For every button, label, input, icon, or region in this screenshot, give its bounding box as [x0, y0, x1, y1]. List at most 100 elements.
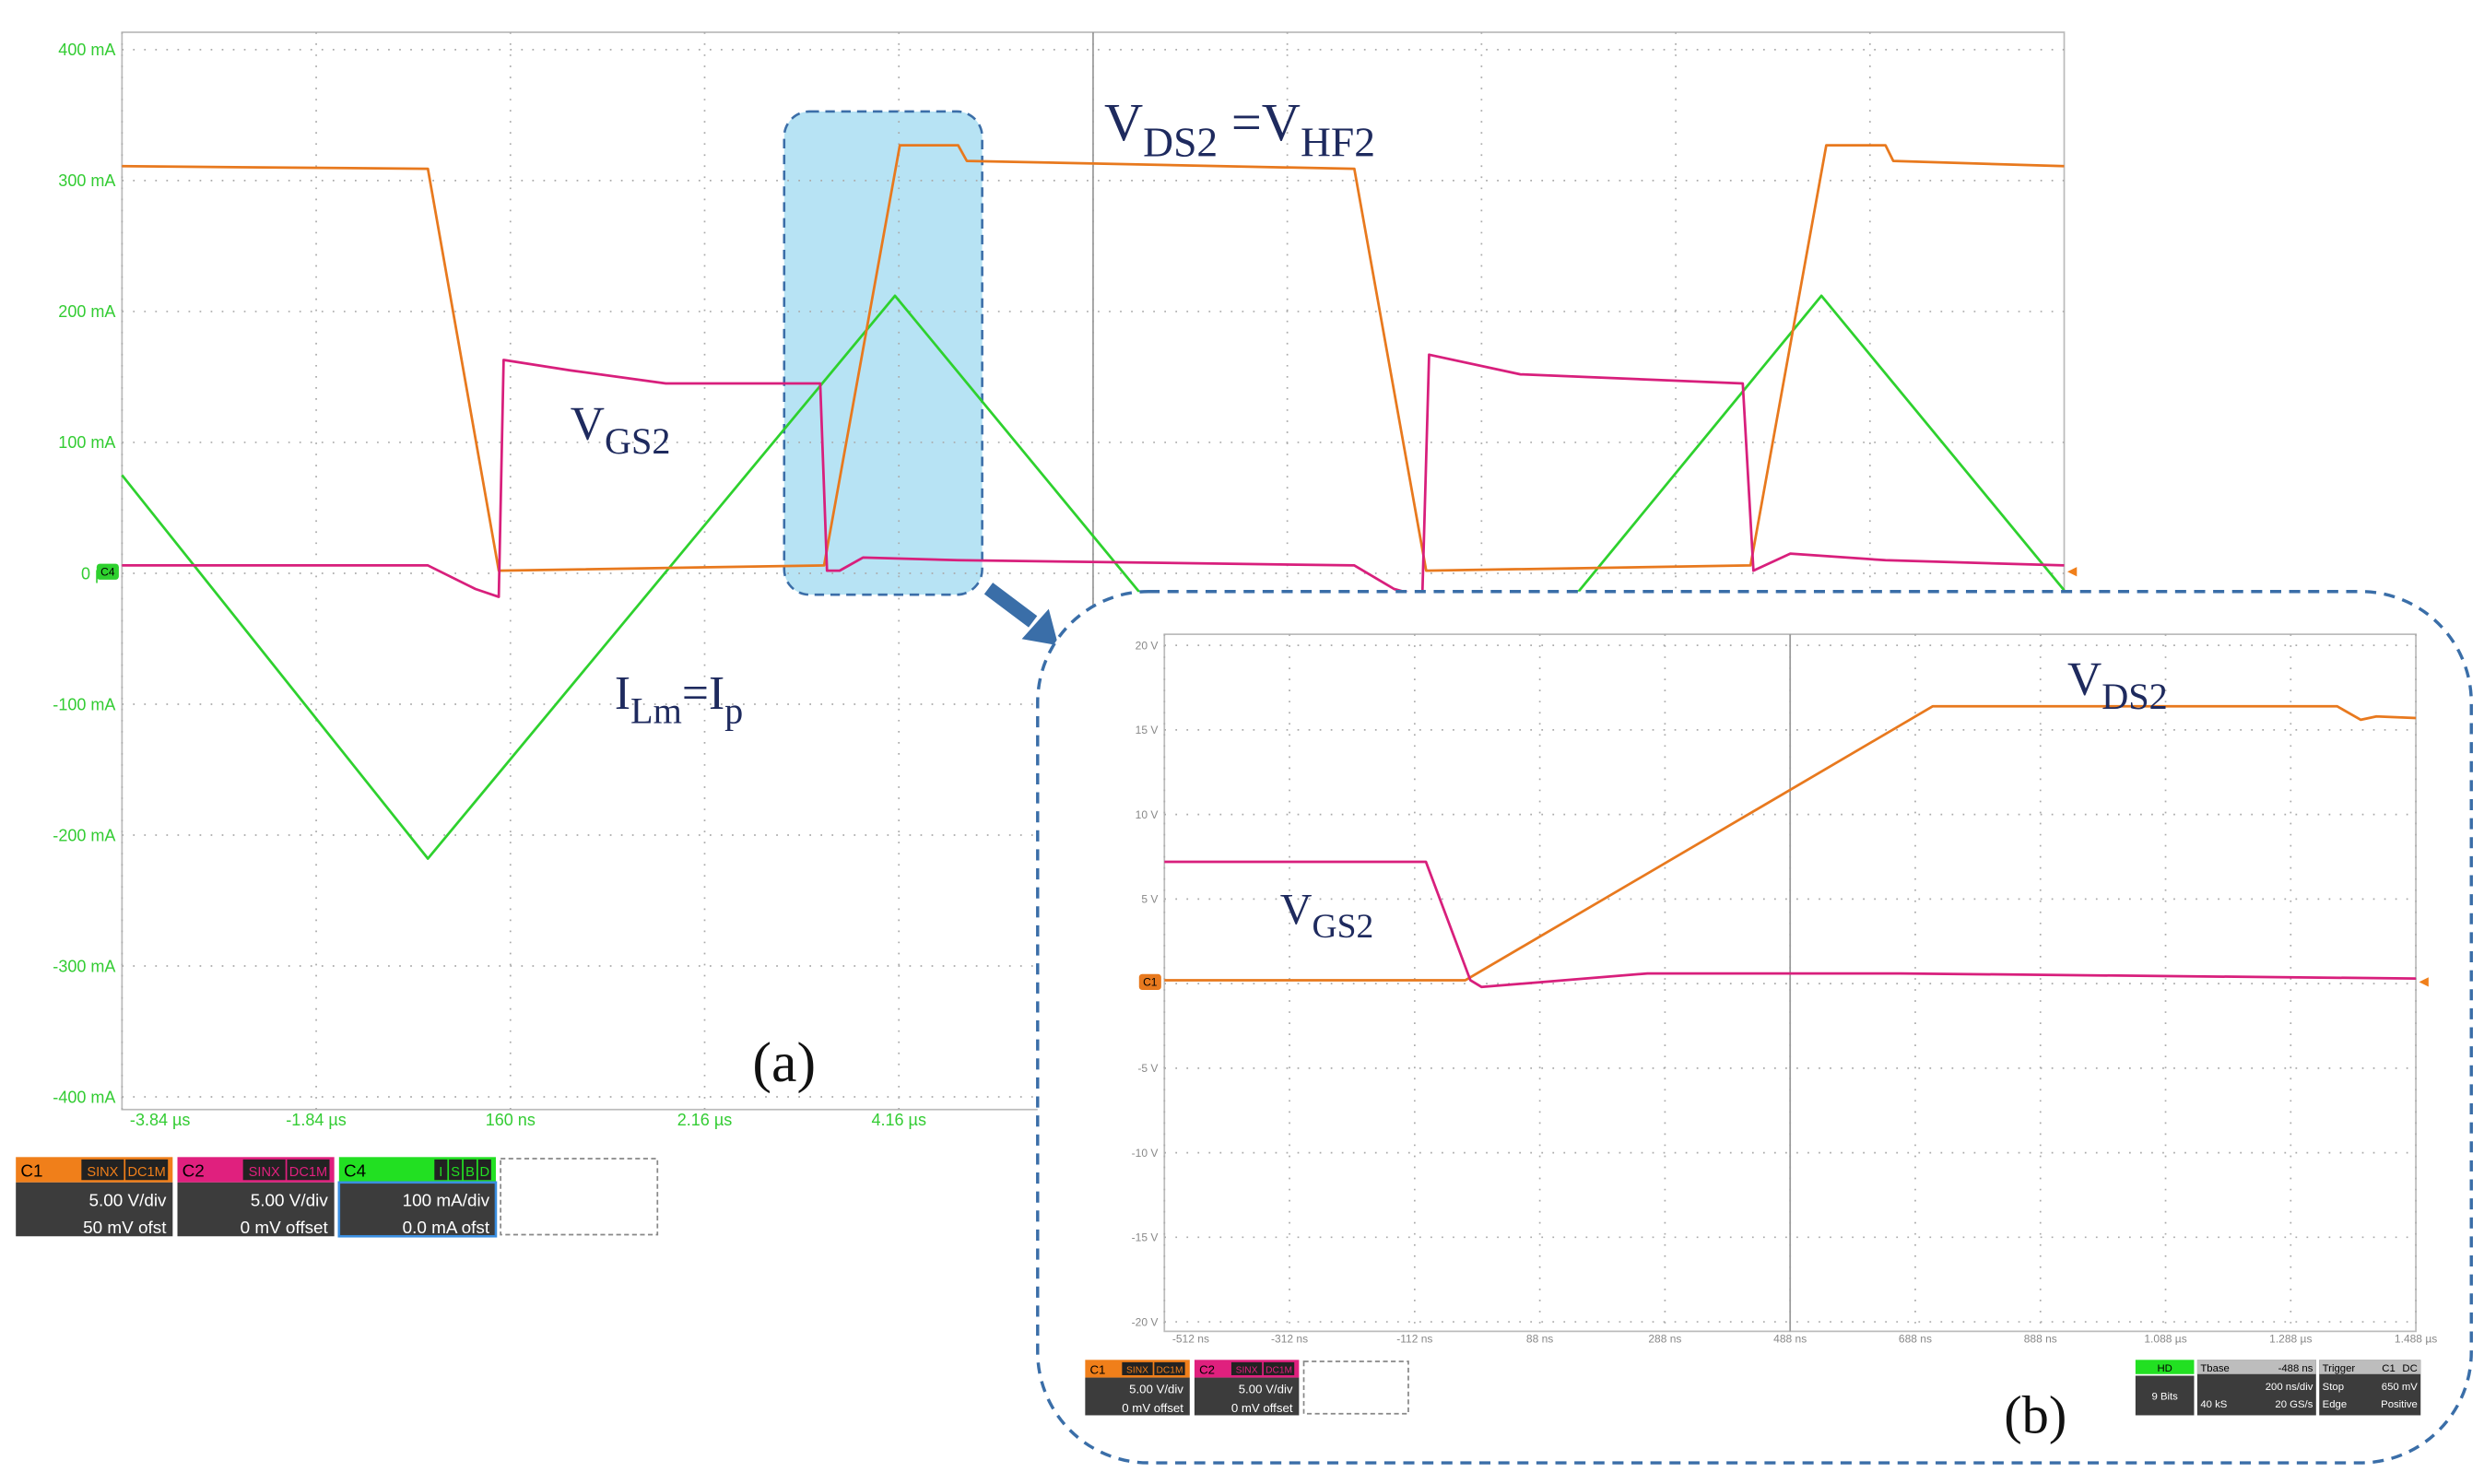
- waveform: [122, 144, 2065, 572]
- channel-setting: 0 mV offset: [241, 1219, 329, 1238]
- annotation-subscript: HF2: [1301, 118, 1375, 165]
- annotation-text: V: [1280, 886, 1313, 935]
- trigger-level-marker: [2066, 567, 2078, 577]
- x-tick-label: -312 ns: [1271, 1332, 1308, 1345]
- channel-tag-box: [1263, 1361, 1295, 1375]
- channel-body: [16, 1182, 173, 1237]
- highlight-layer: [783, 110, 983, 596]
- channel-tag: DC1M: [289, 1165, 327, 1180]
- annotation-text: =I: [682, 667, 724, 720]
- channel-tag-box: [81, 1159, 124, 1181]
- x-tick-label: -112 ns: [1396, 1332, 1432, 1345]
- channel-tag: DC1M: [127, 1165, 165, 1180]
- reference-marker-label: C1: [1143, 976, 1158, 989]
- channel-body: [1085, 1377, 1190, 1416]
- status-hd: HD: [2157, 1363, 2172, 1374]
- timebase-field: 20 GS/s: [2275, 1399, 2313, 1410]
- trigger-field: DC: [2402, 1363, 2417, 1374]
- channel-name: C2: [182, 1162, 205, 1182]
- annotation: VGS2: [1280, 886, 1373, 946]
- empty-channel-slot: [500, 1158, 659, 1236]
- annotation-text: V: [571, 398, 605, 451]
- annotation-text: =V: [1218, 92, 1301, 152]
- y-tick-label: -200 mA: [53, 826, 115, 844]
- waveform: [122, 353, 2065, 598]
- x-tick-label: 1.088 µs: [2144, 1332, 2186, 1345]
- channel-tag: DC1M: [1266, 1366, 1292, 1376]
- inset-frame: [1036, 590, 2473, 1465]
- channel-name: C2: [1199, 1362, 1215, 1376]
- channel-tag-box: [434, 1159, 448, 1181]
- channel-tag: SINX: [249, 1165, 280, 1180]
- annotation-subscript: GS2: [1312, 908, 1373, 946]
- channel-tag: B: [465, 1165, 475, 1180]
- channel-setting: 5.00 V/div: [251, 1192, 329, 1211]
- trigger-field: C1: [2382, 1363, 2395, 1374]
- channel-body: [1194, 1377, 1300, 1416]
- trigger-field: Trigger: [2323, 1363, 2356, 1374]
- waveform: [1164, 704, 2417, 982]
- y-tick-label: 400 mA: [58, 41, 115, 59]
- channel-tag: D: [479, 1165, 489, 1180]
- x-tick-label: 2.16 µs: [677, 1111, 733, 1129]
- annotation-text: V: [1104, 92, 1143, 152]
- annotation: VDS2 =VHF2: [1104, 92, 1375, 166]
- trigger-field: Positive: [2381, 1399, 2418, 1410]
- annotation: VGS2: [571, 398, 671, 462]
- channel-tag: SINX: [1236, 1366, 1258, 1376]
- x-tick-label: -1.84 µs: [286, 1111, 347, 1129]
- channel-tag-box: [1122, 1361, 1153, 1375]
- waveform: [1164, 860, 2417, 989]
- channel-tag-box: [449, 1159, 463, 1181]
- x-tick-label: 488 ns: [1773, 1332, 1807, 1345]
- empty-channel-slot: [1302, 1360, 1409, 1415]
- channel-tag: SINX: [1126, 1366, 1148, 1376]
- channel-setting: 0.0 mA ofst: [403, 1219, 490, 1238]
- trigger-field: 650 mV: [2382, 1382, 2418, 1393]
- y-tick-label: -5 V: [1137, 1062, 1158, 1075]
- channel-setting: 5.00 V/div: [1129, 1383, 1183, 1396]
- arrow-head: [1021, 608, 1059, 646]
- channel-tag-box: [287, 1159, 330, 1181]
- channel-body: [337, 1181, 498, 1238]
- zoom-arrow: [983, 583, 1059, 646]
- annotation-subscript: p: [724, 689, 743, 731]
- annotation: VDS2: [2067, 653, 2168, 716]
- timebase-header: [2196, 1360, 2316, 1374]
- arrow-shaft: [983, 583, 1038, 628]
- y-tick-label: -10 V: [1132, 1147, 1159, 1160]
- channel-body: [177, 1182, 335, 1237]
- x-tick-label: 288 ns: [1648, 1332, 1681, 1345]
- reference-marker: [96, 563, 119, 580]
- timebase-field: Tbase: [2200, 1363, 2229, 1374]
- channel-setting: 0 mV offset: [1231, 1401, 1293, 1415]
- panel-label: (b): [2004, 1384, 2066, 1444]
- channel-tag-box: [125, 1159, 169, 1181]
- y-tick-label: 20 V: [1136, 639, 1159, 652]
- status-bits: 9 Bits: [2152, 1391, 2179, 1402]
- trigger-header: [2319, 1360, 2421, 1374]
- channel-tag: SINX: [87, 1165, 118, 1180]
- x-tick-label: -3.84 µs: [130, 1111, 191, 1129]
- channel-setting: 0 mV offset: [1122, 1401, 1183, 1415]
- channel-tag-box: [1230, 1361, 1263, 1375]
- x-tick-label: 1.488 µs: [2395, 1332, 2437, 1345]
- x-tick-label: 1.288 µs: [2269, 1332, 2312, 1345]
- reference-marker: [1138, 973, 1161, 990]
- channel-tag-box: [242, 1159, 286, 1181]
- channel-tag-box: [1154, 1361, 1185, 1375]
- trigger-level-marker: [2419, 977, 2429, 987]
- annotation-subscript: DS2: [2101, 676, 2167, 717]
- channel-tag: I: [439, 1165, 442, 1180]
- reference-marker-label: C4: [100, 566, 115, 579]
- annotation-text: V: [2067, 653, 2101, 705]
- y-tick-label: -20 V: [1132, 1315, 1159, 1328]
- trigger-field: Edge: [2323, 1399, 2347, 1410]
- y-tick-label: -300 mA: [53, 957, 115, 975]
- channel-name: C4: [344, 1162, 366, 1182]
- x-tick-label: 888 ns: [2024, 1332, 2057, 1345]
- channel-setting: 50 mV ofst: [83, 1219, 167, 1238]
- y-tick-label: 15 V: [1136, 724, 1159, 736]
- timebase-field: 40 kS: [2200, 1399, 2227, 1410]
